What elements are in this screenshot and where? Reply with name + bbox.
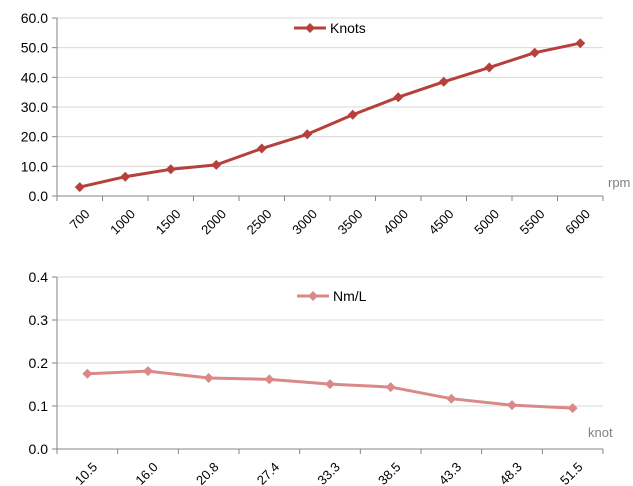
x-tick-label: 38.5: [375, 459, 404, 486]
x-tick-label: 5500: [517, 206, 548, 237]
y-tick-label: 0.3: [29, 312, 49, 328]
x-tick-label: 3500: [335, 206, 366, 237]
x-tick-label: 1500: [153, 206, 184, 237]
x-tick-label: 1000: [107, 206, 138, 237]
x-tick-label: 33.3: [314, 459, 343, 486]
x-tick-label: 6000: [562, 206, 593, 237]
legend-marker: [305, 23, 315, 33]
series-line: [87, 369, 573, 410]
y-tick-label: 0.0: [29, 188, 49, 204]
data-point: [484, 62, 495, 73]
x-tick-label: 4500: [426, 206, 457, 237]
data-point: [567, 403, 578, 414]
legend-marker: [308, 291, 318, 301]
y-tick-label: 50.0: [21, 40, 48, 56]
y-tick-label: 20.0: [21, 129, 48, 145]
data-point: [446, 393, 457, 404]
data-point: [302, 129, 313, 140]
data-point: [347, 109, 358, 120]
x-tick-label: 16.0: [132, 459, 161, 486]
data-point: [393, 92, 404, 103]
legend-label: Knots: [330, 20, 366, 36]
x-tick-label: 20.8: [193, 459, 222, 486]
data-point: [325, 379, 335, 390]
x-tick-label: 3000: [289, 206, 320, 237]
x-tick-label: 2500: [244, 206, 275, 237]
data-point: [211, 159, 222, 170]
y-tick-label: 0.1: [29, 398, 49, 414]
data-point: [143, 366, 153, 377]
x-tick-label: 43.3: [436, 459, 465, 486]
legend-label: Nm/L: [333, 288, 367, 304]
data-point: [264, 374, 275, 385]
data-point: [529, 47, 540, 58]
data-point: [438, 76, 449, 87]
x-tick-label: 700: [67, 206, 93, 232]
y-tick-label: 0.2: [29, 355, 49, 371]
y-tick-label: 0.4: [29, 269, 49, 285]
x-tick-label: 4000: [380, 206, 411, 237]
data-point: [256, 143, 267, 154]
data-point: [165, 164, 176, 175]
x-tick-label: 5000: [471, 206, 502, 237]
x-tick-label: 51.5: [557, 459, 586, 486]
y-tick-label: 60.0: [21, 10, 48, 26]
y-tick-label: 30.0: [21, 99, 48, 115]
x-tick-label: 2000: [198, 206, 229, 237]
series-line: [79, 41, 581, 189]
data-point: [385, 382, 396, 393]
y-tick-label: 40.0: [21, 69, 48, 85]
y-tick-label: 10.0: [21, 158, 48, 174]
data-point: [82, 368, 93, 379]
data-point: [120, 171, 131, 182]
data-point: [74, 182, 85, 193]
x-tick-label: 10.5: [72, 459, 101, 486]
y-tick-label: 0.0: [29, 441, 49, 457]
x-axis-label: rpm: [608, 175, 630, 190]
data-point: [507, 400, 517, 411]
data-point: [203, 373, 214, 384]
x-tick-label: 48.3: [496, 459, 525, 486]
x-tick-label: 27.4: [254, 459, 283, 486]
x-axis-label: knot: [588, 425, 613, 440]
data-point: [575, 38, 586, 49]
